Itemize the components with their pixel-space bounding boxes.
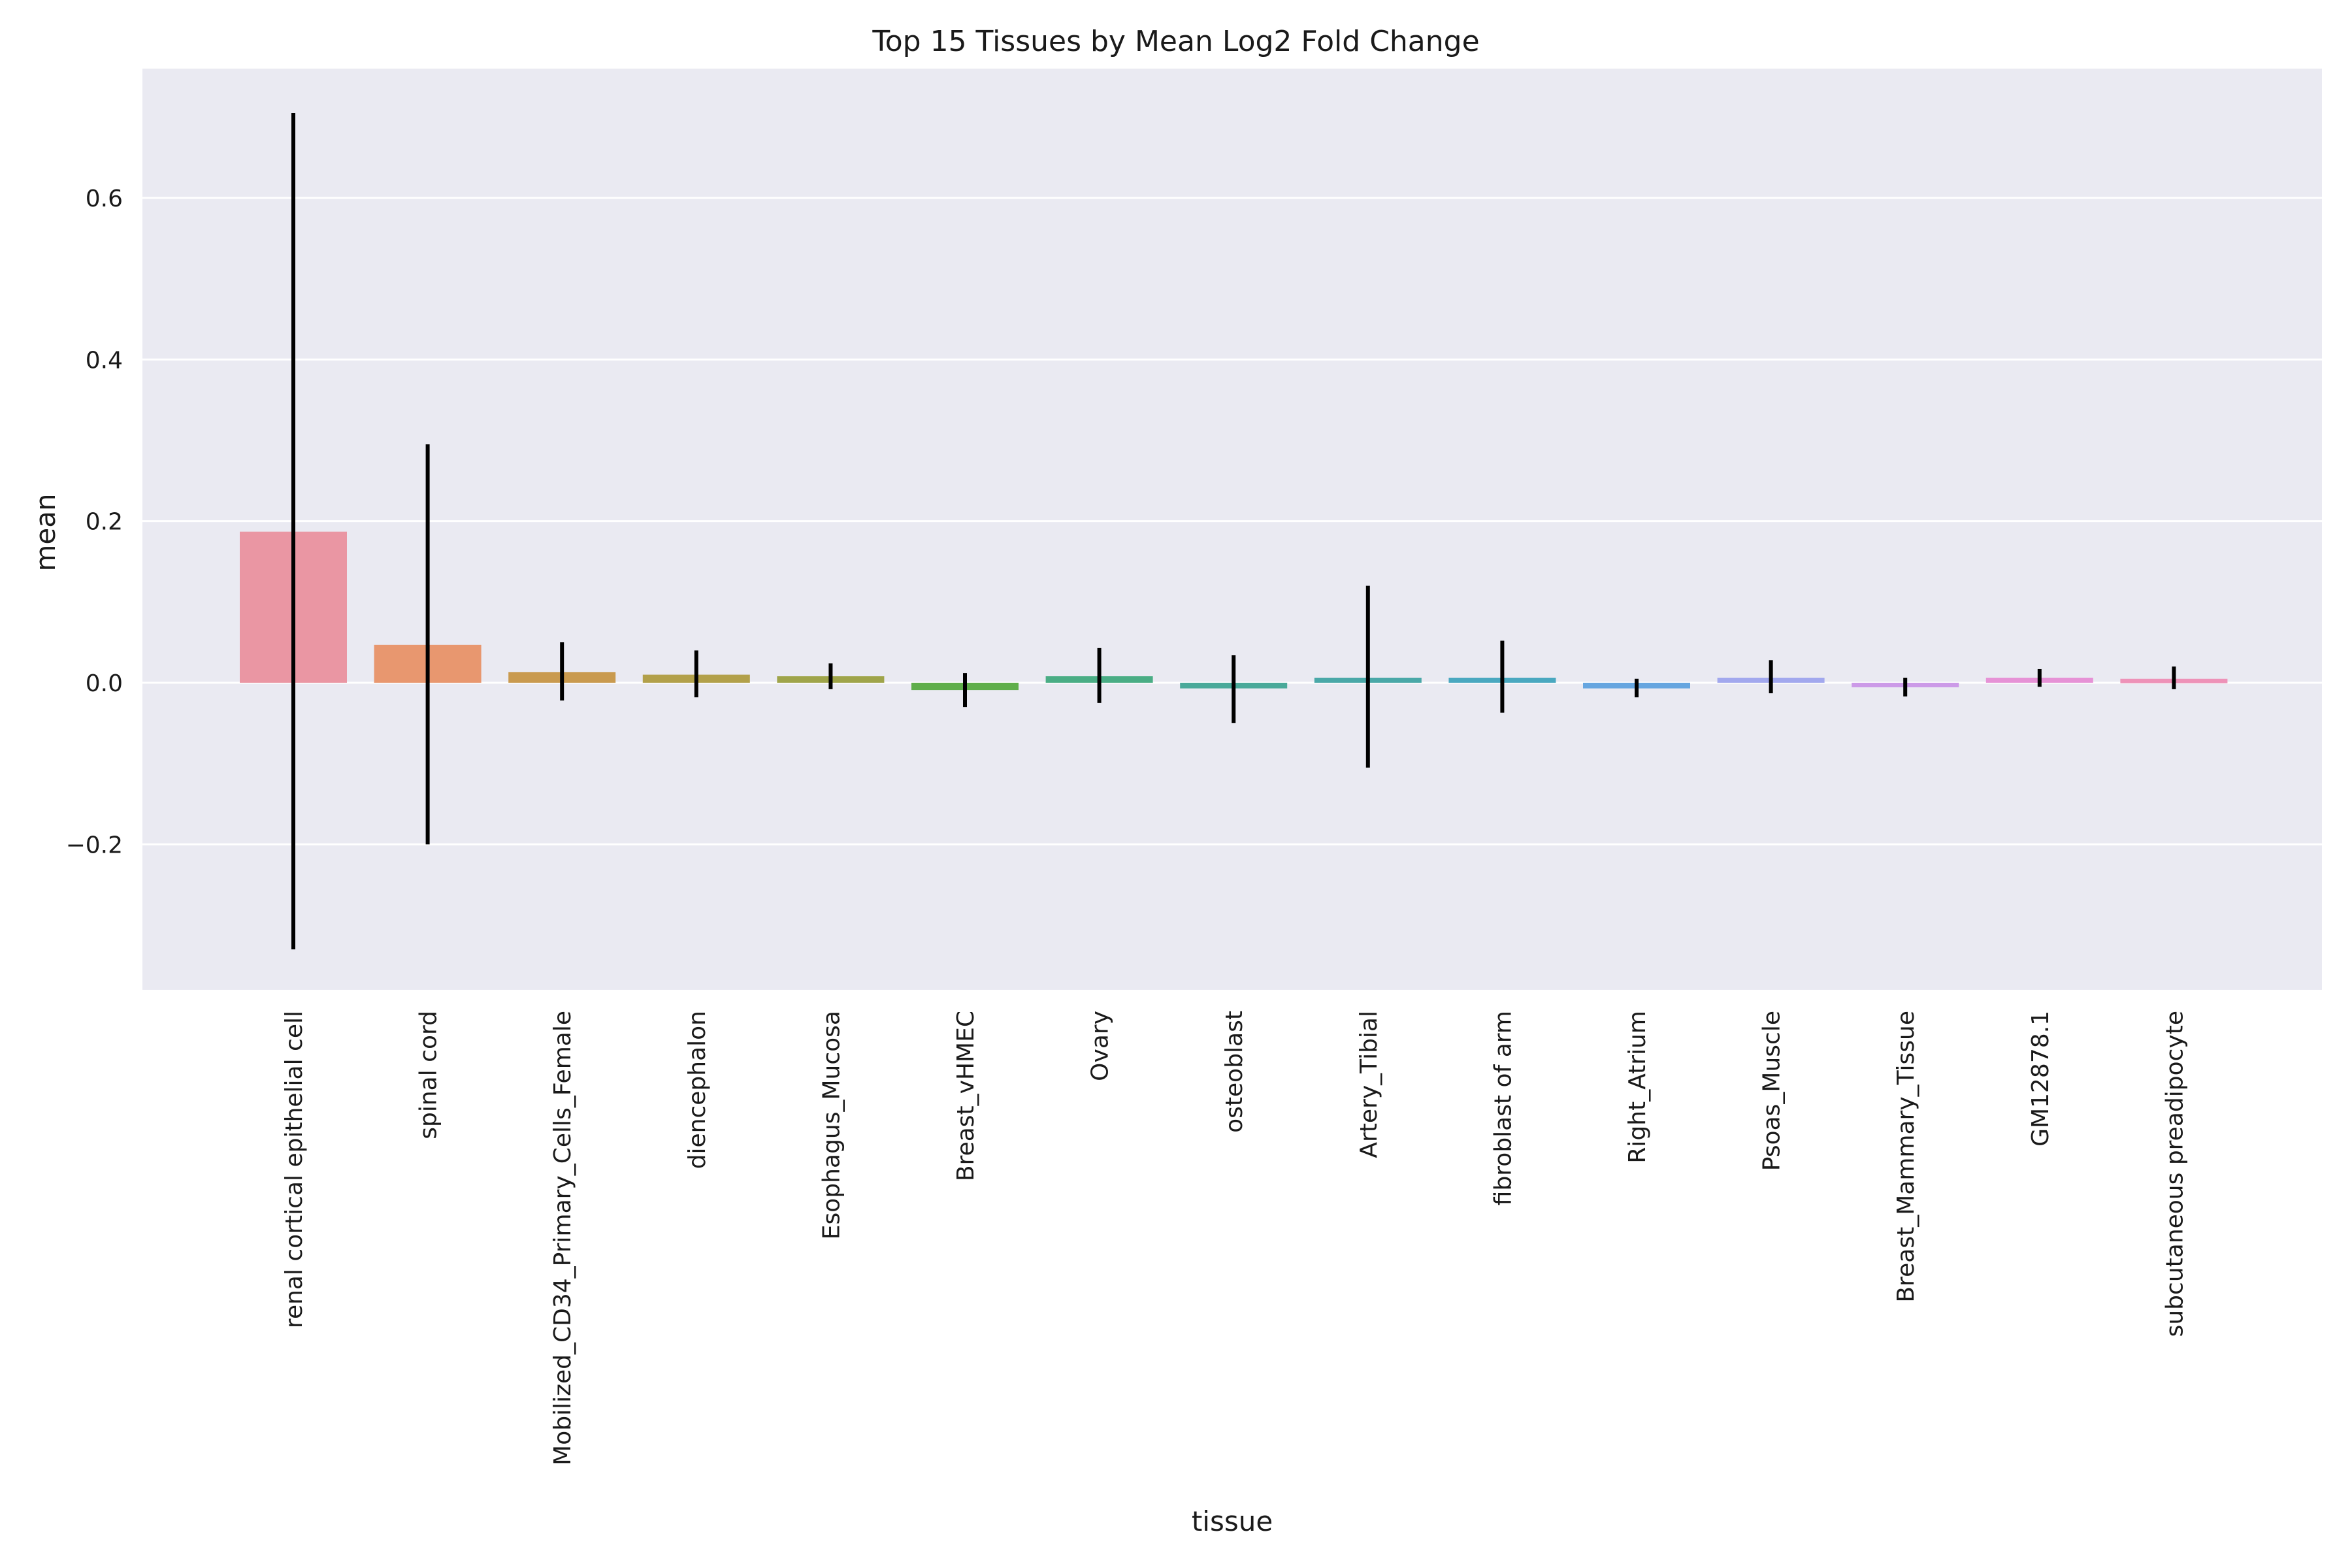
y-tick-label: 0.2 <box>86 509 123 536</box>
x-tick-label: Artery_Tibial <box>1356 1011 1382 1158</box>
y-tick-label: 0.0 <box>86 670 123 697</box>
x-tick-label: subcutaneous preadipocyte <box>2161 1011 2188 1337</box>
x-tick-label: GM12878.1 <box>2027 1011 2054 1147</box>
y-tick-label: 0.4 <box>86 347 123 374</box>
y-tick-label: 0.6 <box>86 186 123 212</box>
y-tick-label: −0.2 <box>66 832 123 858</box>
x-tick-label: diencephalon <box>684 1011 711 1169</box>
x-tick-label: Psoas_Muscle <box>1759 1011 1786 1171</box>
x-tick-label: Breast_Mammary_Tissue <box>1893 1011 1919 1303</box>
x-tick-label: osteoblast <box>1221 1011 1248 1133</box>
y-tick-labels: −0.2 0.0 0.2 0.4 0.6 <box>66 186 123 858</box>
x-axis-label: tissue <box>1192 1505 1273 1537</box>
x-tick-label: Breast_vHMEC <box>953 1011 979 1181</box>
x-tick-label: renal cortical epithelial cell <box>281 1011 308 1328</box>
x-tick-label: Mobilized_CD34_Primary_Cells_Female <box>549 1011 576 1465</box>
x-tick-label: Right_Atrium <box>1624 1011 1651 1164</box>
x-tick-labels: renal cortical epithelial cell spinal cor… <box>281 1011 2188 1465</box>
x-tick-label: Esophagus_Mucosa <box>818 1011 845 1239</box>
x-tick-label: Ovary <box>1087 1011 1114 1081</box>
error-bars <box>291 113 2176 950</box>
chart-title: Top 15 Tissues by Mean Log2 Fold Change <box>872 25 1479 58</box>
x-tick-label: fibroblast of arm <box>1490 1011 1516 1205</box>
y-axis-label: mean <box>29 493 61 571</box>
plot-background <box>142 69 2322 990</box>
x-tick-label: spinal cord <box>416 1011 442 1139</box>
